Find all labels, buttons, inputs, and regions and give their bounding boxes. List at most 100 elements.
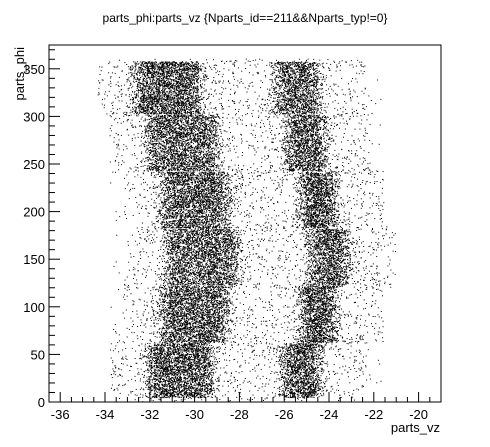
data-point	[164, 369, 166, 371]
data-point	[210, 361, 212, 363]
data-point	[313, 346, 315, 348]
data-point	[182, 355, 184, 357]
data-point	[305, 371, 307, 373]
data-point	[339, 394, 341, 396]
data-point	[151, 372, 153, 374]
data-point	[364, 342, 366, 344]
data-point	[324, 363, 326, 364]
data-point	[170, 360, 172, 362]
data-point	[304, 351, 306, 353]
data-point	[184, 361, 186, 363]
data-point	[168, 374, 170, 376]
data-point	[173, 377, 175, 379]
data-point	[166, 384, 168, 386]
data-point	[295, 357, 297, 359]
data-point	[298, 375, 300, 377]
data-point	[109, 349, 111, 351]
data-point	[299, 397, 301, 398]
data-point	[177, 368, 178, 369]
data-point	[311, 365, 313, 367]
data-point	[200, 349, 201, 351]
data-point	[297, 348, 299, 349]
data-point	[187, 368, 189, 370]
data-point	[134, 399, 136, 401]
data-point	[258, 363, 260, 365]
data-point	[303, 378, 305, 380]
data-point	[296, 384, 298, 385]
data-point	[212, 374, 214, 376]
data-point	[149, 365, 151, 367]
data-point	[199, 382, 201, 384]
data-point	[164, 346, 166, 348]
data-point	[176, 391, 178, 393]
data-point	[201, 319, 203, 321]
data-point	[291, 371, 293, 373]
data-point	[207, 336, 209, 338]
data-point	[286, 388, 288, 390]
data-point	[150, 372, 152, 374]
data-point	[315, 384, 317, 386]
data-point	[216, 301, 218, 303]
data-point	[305, 373, 307, 375]
data-point	[319, 385, 321, 387]
data-point	[296, 369, 298, 371]
data-point	[170, 368, 172, 370]
data-point	[293, 348, 295, 350]
data-point	[146, 383, 148, 385]
data-point	[201, 382, 203, 384]
data-point	[135, 388, 137, 390]
data-point	[174, 389, 176, 390]
data-point	[140, 358, 142, 360]
data-point	[130, 392, 132, 394]
data-point	[267, 347, 269, 349]
data-point	[142, 396, 144, 398]
data-point	[158, 370, 160, 372]
data-point	[311, 363, 313, 364]
data-point	[166, 360, 168, 362]
data-point	[189, 348, 191, 350]
data-point	[311, 356, 312, 358]
data-point	[115, 345, 117, 347]
data-point	[160, 356, 162, 358]
data-point	[197, 360, 199, 362]
data-point	[305, 357, 307, 358]
data-point	[285, 388, 287, 390]
data-point	[300, 366, 302, 368]
data-point	[174, 390, 176, 392]
data-point	[319, 344, 321, 346]
data-point	[186, 383, 188, 384]
data-point	[152, 358, 153, 360]
data-point	[177, 363, 179, 365]
data-point	[269, 379, 271, 381]
data-point	[154, 381, 156, 383]
data-point	[208, 375, 210, 377]
data-point	[308, 345, 310, 347]
data-point	[257, 389, 259, 391]
data-point	[196, 360, 198, 362]
data-point	[199, 360, 201, 362]
data-point	[288, 382, 290, 383]
data-point	[196, 346, 197, 348]
data-point	[158, 395, 160, 397]
data-point	[300, 372, 301, 374]
data-point	[205, 361, 206, 363]
data-point	[300, 372, 302, 374]
data-point	[213, 361, 215, 363]
data-point	[306, 378, 308, 380]
data-point	[180, 345, 182, 347]
data-point	[215, 396, 217, 398]
data-point	[319, 362, 321, 364]
data-point	[205, 311, 207, 313]
data-point	[347, 371, 349, 373]
data-point	[147, 348, 149, 350]
data-point	[150, 388, 152, 390]
data-point	[203, 377, 205, 379]
data-point	[189, 344, 191, 346]
data-point	[187, 380, 188, 382]
data-point	[154, 371, 156, 373]
data-point	[186, 373, 188, 375]
data-point	[165, 370, 167, 372]
data-point	[301, 346, 302, 348]
data-point	[301, 348, 303, 350]
data-point	[194, 371, 196, 373]
